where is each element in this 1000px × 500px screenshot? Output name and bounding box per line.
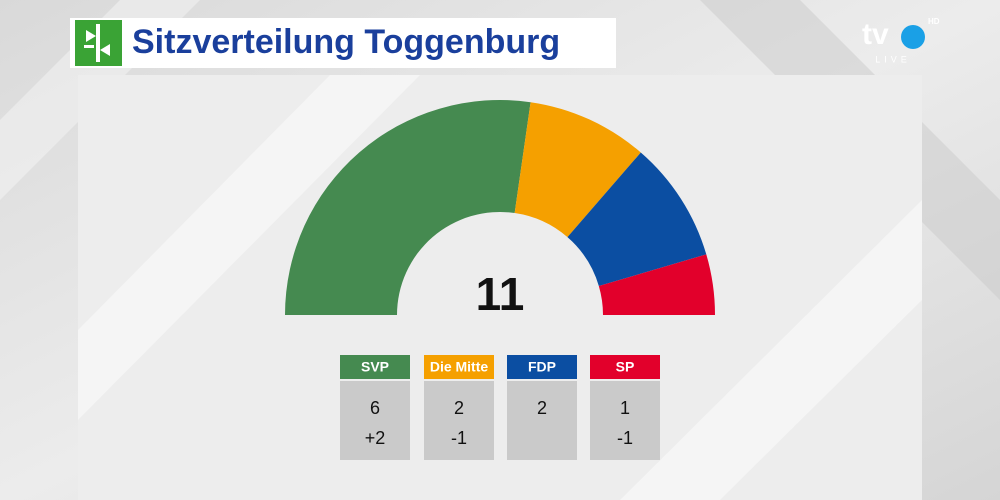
party-header — [590, 355, 660, 379]
party-card — [590, 381, 660, 460]
panel-shape — [78, 75, 420, 420]
total-seats: 11 — [476, 268, 525, 320]
logo-live: LIVE — [875, 54, 911, 64]
seat-segment — [567, 152, 707, 286]
panel-shape — [620, 200, 922, 500]
logo-brand: tv — [862, 18, 889, 51]
seat-segment — [514, 102, 641, 238]
seat-segment — [598, 254, 715, 315]
party-header — [507, 355, 577, 379]
seat-count: 2 — [537, 398, 547, 418]
seat-count: 6 — [370, 398, 380, 418]
party-header — [424, 355, 494, 379]
logo-dot — [901, 25, 925, 49]
party-name: SP — [616, 359, 635, 375]
party-name: FDP — [528, 359, 556, 375]
title-box — [70, 18, 616, 68]
party-card — [340, 381, 410, 460]
party-header — [340, 355, 410, 379]
party-card — [507, 381, 577, 460]
seat-change: -1 — [451, 428, 467, 448]
tv-logo: tv HD LIVE — [862, 17, 940, 64]
canton-flag — [75, 20, 122, 66]
seat-segment — [285, 100, 531, 315]
logo-hd: HD — [928, 17, 940, 26]
party-name: SVP — [361, 359, 389, 375]
chart-title: Sitzverteilung Toggenburg — [132, 23, 560, 61]
seat-count: 1 — [620, 398, 630, 418]
party-name: Die Mitte — [430, 359, 489, 375]
seat-change: +2 — [365, 428, 386, 448]
seat-count: 2 — [454, 398, 464, 418]
party-card — [424, 381, 494, 460]
seat-change: -1 — [617, 428, 633, 448]
